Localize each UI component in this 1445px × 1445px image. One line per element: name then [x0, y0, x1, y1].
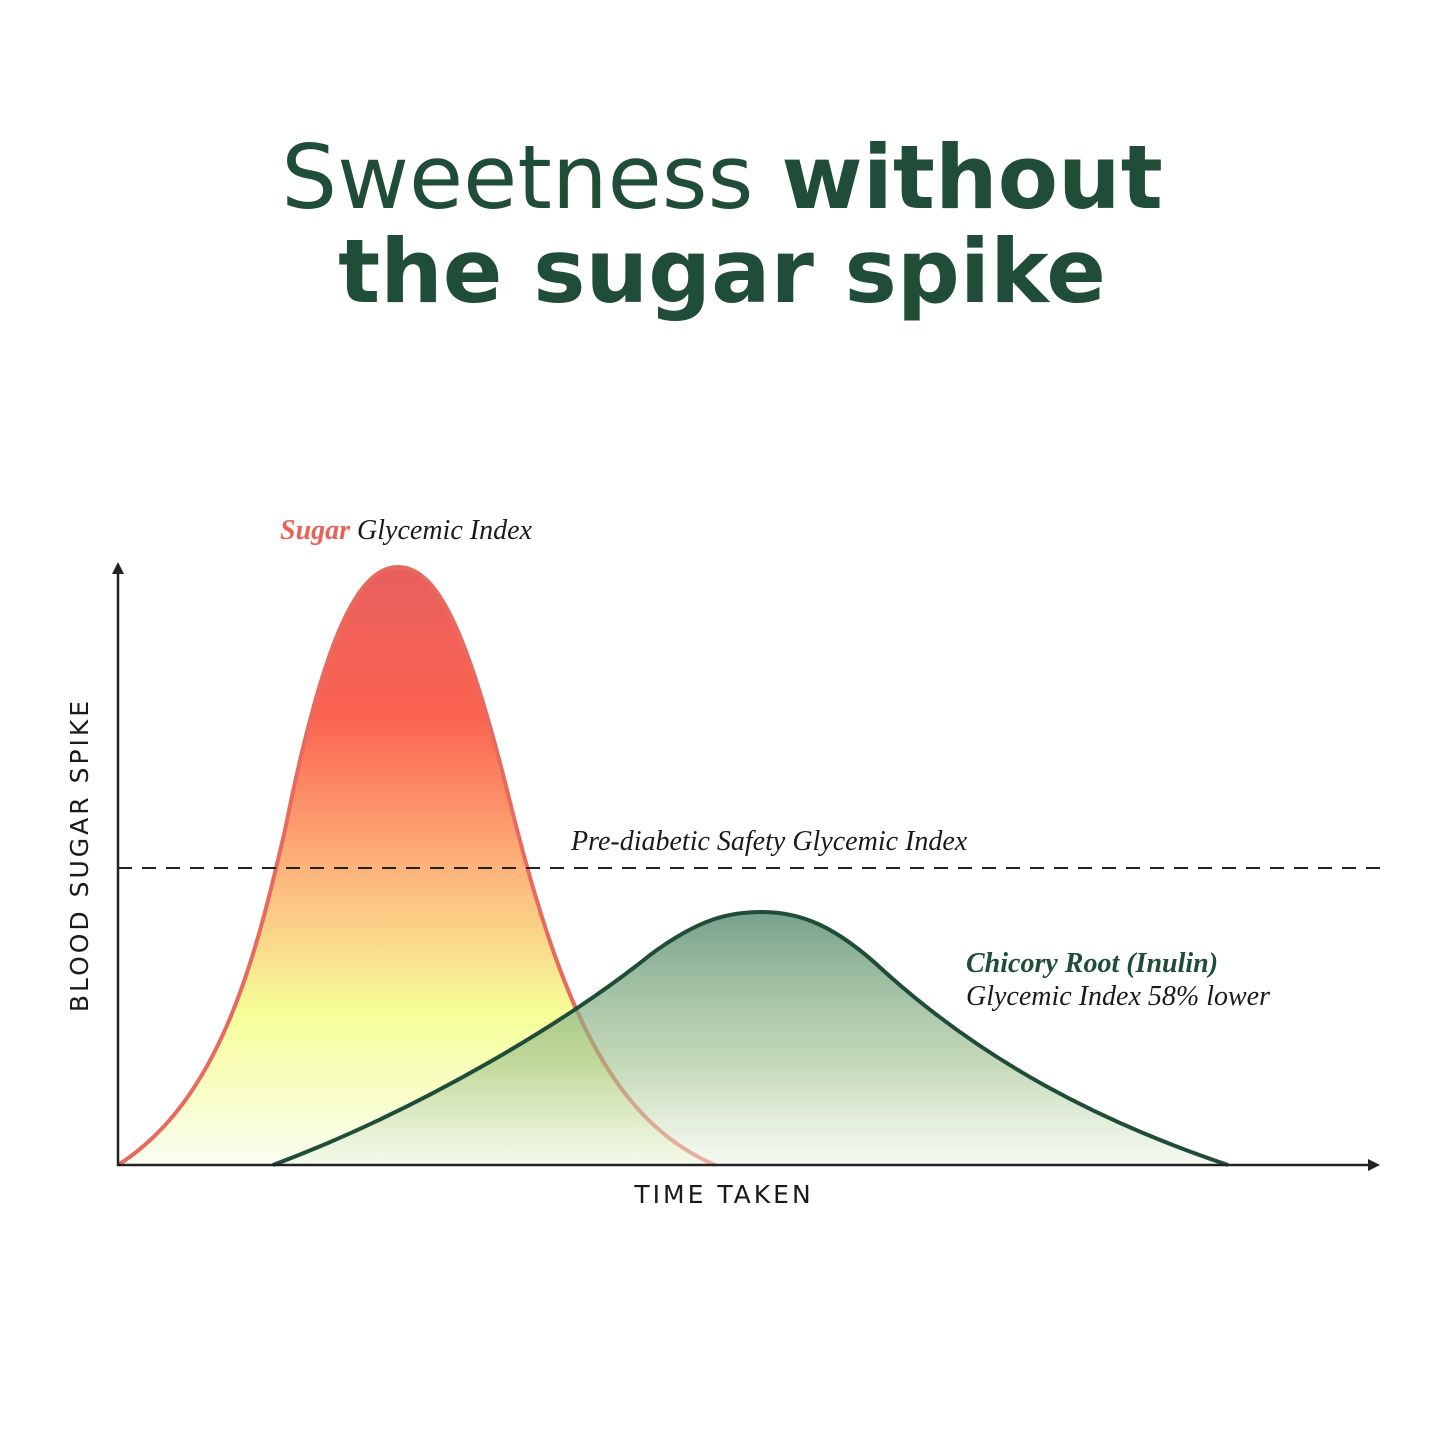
title-bold: without [781, 126, 1162, 229]
chicory-area [273, 912, 1228, 1165]
title-line-1: Sweetness without [281, 126, 1163, 229]
title-light: Sweetness [281, 126, 753, 229]
sugar-label: Sugar Glycemic Index [280, 515, 533, 546]
sugar-curve [116, 564, 716, 1167]
title-line-2: the sugar spike [338, 220, 1106, 323]
threshold-label: Pre-diabetic Safety Glycemic Index [570, 826, 968, 857]
sugar-highlight: Sugar [280, 515, 351, 546]
sugar-text: Glycemic Index [357, 515, 532, 546]
x-axis-arrow [1368, 1159, 1380, 1171]
x-axis-label: TIME TAKEN [633, 1180, 813, 1209]
chicory-text: Glycemic Index 58% lower [966, 981, 1270, 1012]
y-axis-label: BLOOD SUGAR SPIKE [65, 698, 94, 1012]
chicory-highlight: Chicory Root (Inulin) [966, 948, 1218, 979]
chicory-curve [272, 909, 1229, 1167]
y-axis-arrow [112, 562, 124, 574]
